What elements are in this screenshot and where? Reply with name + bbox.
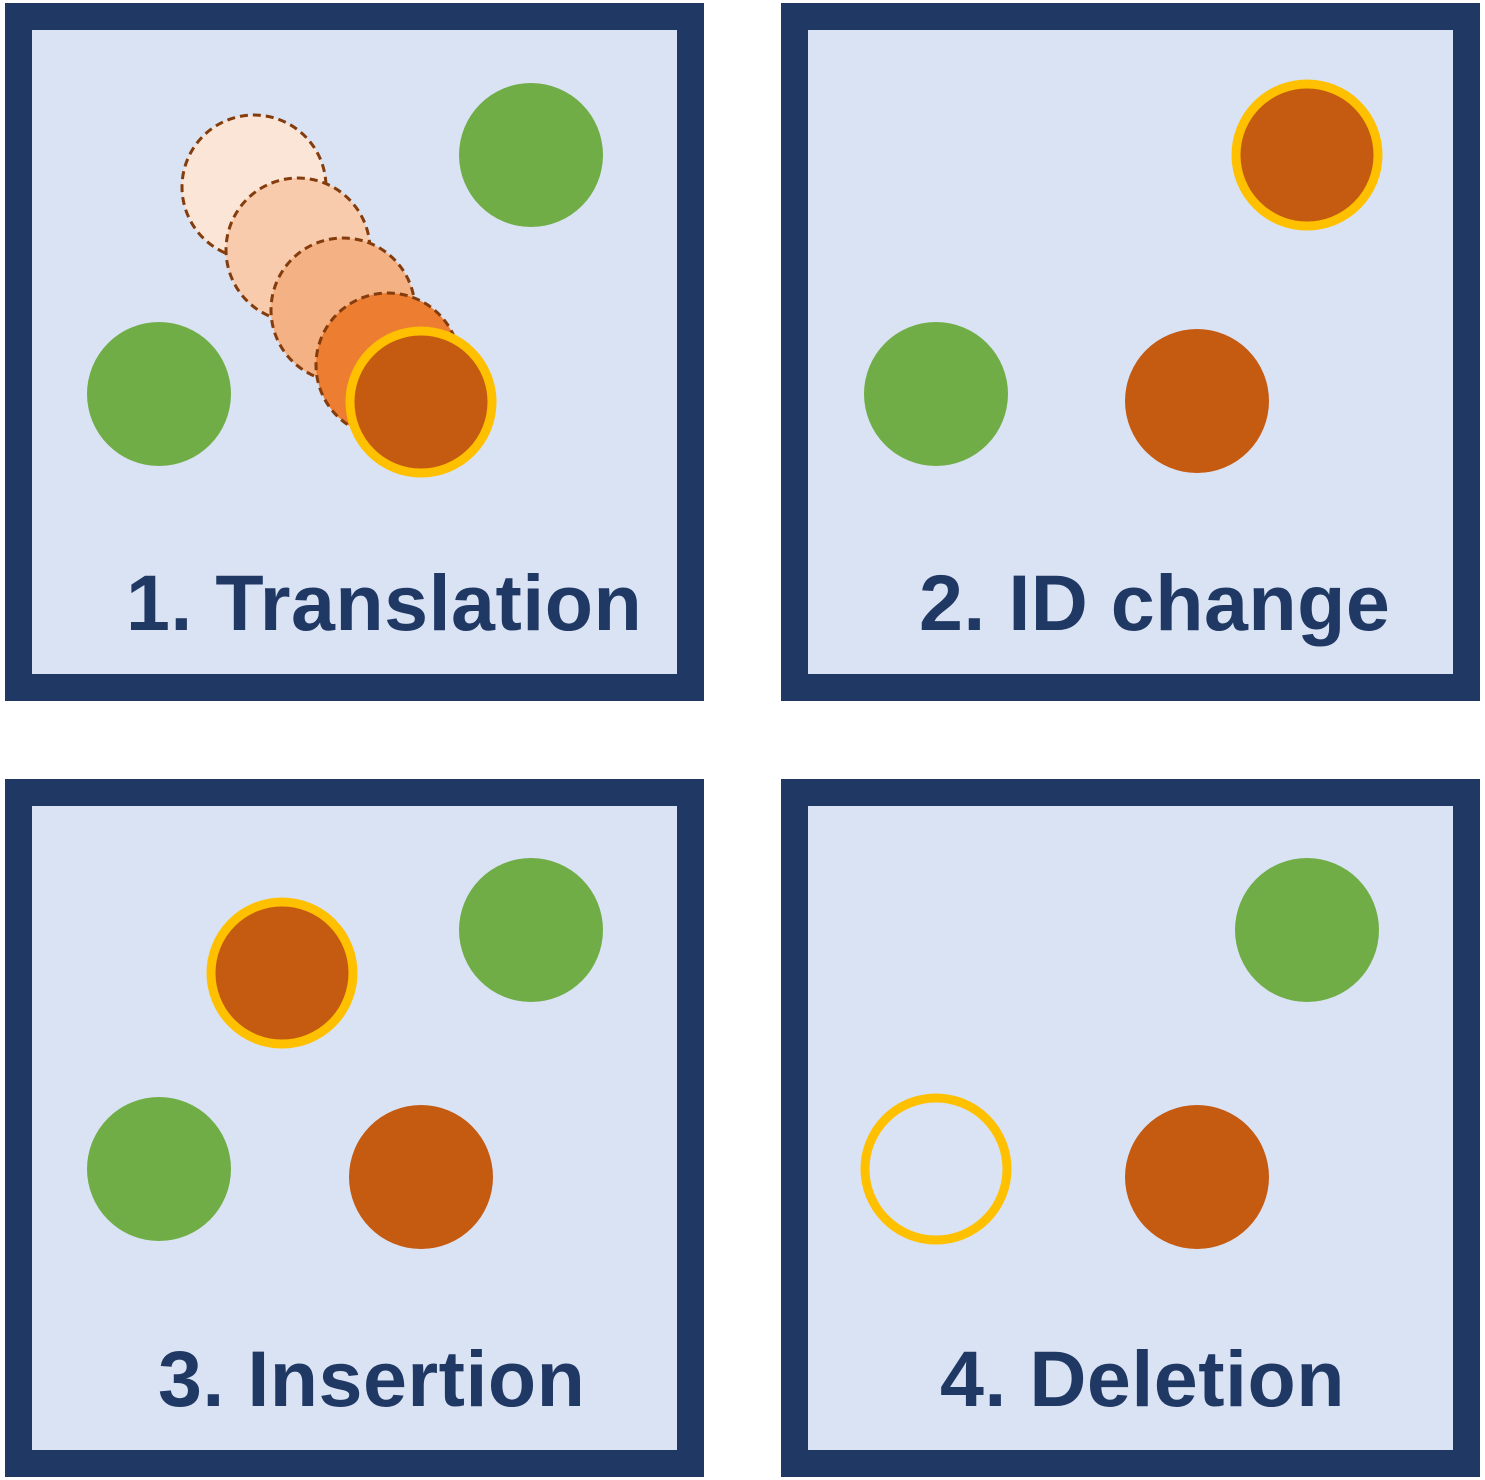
panel-deletion: 4. Deletion: [781, 779, 1480, 1477]
panel-label-deletion: 4. Deletion: [940, 1334, 1345, 1423]
green-object: [864, 322, 1008, 466]
highlighted-orange-object: [1231, 79, 1383, 231]
orange-object: [1125, 329, 1269, 473]
panel-label-id-change: 2. ID change: [919, 558, 1391, 647]
panel-id-change: 2. ID change: [781, 3, 1480, 701]
orange-object: [349, 1105, 493, 1249]
panel-translation: 1. Translation: [5, 3, 704, 701]
deletion-scene: [860, 858, 1379, 1249]
highlighted-orange-object: [206, 897, 358, 1049]
panel-label-insertion: 3. Insertion: [158, 1334, 586, 1423]
panel-label-translation: 1. Translation: [126, 558, 643, 647]
highlighted-orange-object: [345, 326, 497, 478]
translation-scene: [87, 83, 603, 478]
green-object: [459, 83, 603, 227]
green-object: [87, 322, 231, 466]
green-object: [459, 858, 603, 1002]
green-object: [1235, 858, 1379, 1002]
deleted-object-outline: [860, 1093, 1012, 1245]
panel-insertion: 3. Insertion: [5, 779, 704, 1477]
id-change-scene: [864, 79, 1383, 473]
green-object: [87, 1097, 231, 1241]
insertion-scene: [87, 858, 603, 1249]
orange-object: [1125, 1105, 1269, 1249]
